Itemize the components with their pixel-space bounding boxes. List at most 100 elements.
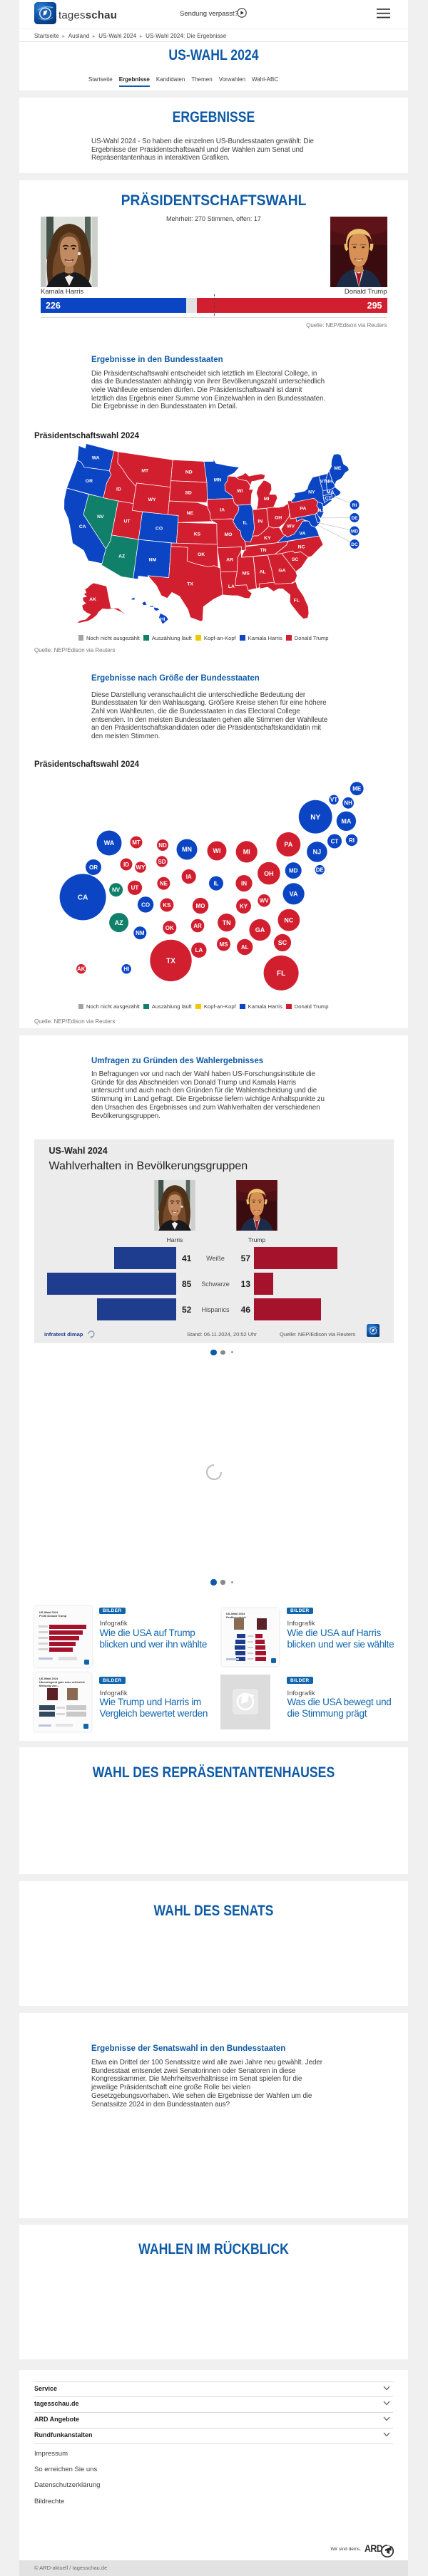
svg-text:WI: WI (213, 847, 221, 854)
svg-text:MA: MA (327, 490, 335, 495)
svg-text:VT: VT (330, 797, 337, 803)
svg-text:MA: MA (341, 818, 351, 825)
svg-text:NC: NC (298, 545, 305, 550)
svg-text:WY: WY (148, 497, 156, 502)
svg-text:AR: AR (193, 923, 202, 929)
svg-text:NY: NY (310, 814, 320, 822)
svg-text:FL: FL (294, 599, 300, 604)
svg-text:GA: GA (278, 569, 285, 574)
svg-text:MS: MS (220, 941, 229, 948)
svg-text:NV: NV (112, 887, 121, 894)
svg-text:NV: NV (97, 514, 104, 519)
svg-text:SD: SD (158, 859, 165, 865)
svg-text:IN: IN (241, 880, 247, 886)
svg-text:OR: OR (86, 479, 93, 484)
svg-text:NH: NH (344, 800, 352, 807)
svg-text:FL: FL (277, 970, 285, 978)
svg-text:IA: IA (186, 874, 192, 880)
svg-text:MD: MD (289, 867, 298, 874)
svg-text:NJ: NJ (313, 849, 322, 856)
svg-text:OK: OK (198, 552, 205, 557)
svg-text:PA: PA (300, 507, 306, 512)
svg-text:AZ: AZ (115, 919, 123, 926)
svg-text:NC: NC (284, 916, 293, 924)
svg-text:GA: GA (255, 926, 265, 933)
svg-text:SC: SC (292, 557, 299, 562)
svg-text:ND: ND (185, 470, 193, 475)
svg-text:KY: KY (240, 903, 248, 909)
svg-text:DE: DE (351, 516, 358, 521)
svg-text:HI: HI (123, 966, 129, 973)
svg-text:OH: OH (275, 515, 282, 520)
svg-text:ND: ND (158, 842, 167, 849)
svg-text:AZ: AZ (118, 554, 125, 559)
svg-text:WA: WA (92, 456, 100, 461)
svg-text:WV: WV (260, 898, 270, 904)
svg-text:TX: TX (166, 958, 175, 966)
svg-text:UT: UT (123, 519, 131, 524)
svg-text:TN: TN (223, 919, 231, 926)
svg-text:ME: ME (352, 786, 362, 792)
svg-text:NH: NH (325, 480, 332, 485)
svg-text:MI: MI (243, 849, 250, 856)
svg-text:DE: DE (316, 867, 325, 873)
svg-text:WA: WA (104, 839, 115, 847)
svg-text:NM: NM (149, 558, 157, 563)
svg-text:MO: MO (225, 532, 233, 537)
svg-text:KY: KY (264, 536, 271, 541)
svg-text:OK: OK (165, 925, 174, 931)
svg-text:SC: SC (278, 939, 287, 946)
svg-text:NE: NE (160, 881, 168, 887)
svg-text:KS: KS (194, 532, 201, 537)
svg-text:MT: MT (132, 839, 141, 846)
svg-text:CT: CT (325, 496, 332, 501)
svg-text:AK: AK (89, 597, 96, 602)
svg-text:AL: AL (241, 944, 249, 951)
svg-text:NE: NE (187, 511, 194, 516)
svg-text:LA: LA (228, 584, 235, 589)
svg-text:IL: IL (243, 520, 248, 525)
svg-text:MD: MD (351, 529, 358, 534)
svg-text:infratest dimap: infratest dimap (44, 1331, 83, 1338)
svg-text:DC: DC (351, 542, 358, 547)
svg-text:SD: SD (185, 491, 192, 496)
svg-text:UT: UT (131, 885, 139, 891)
svg-text:CT: CT (331, 838, 339, 844)
svg-text:CA: CA (79, 524, 86, 529)
svg-text:CO: CO (141, 901, 150, 908)
svg-text:OR: OR (89, 864, 98, 871)
svg-text:NJ: NJ (317, 508, 324, 513)
svg-text:CO: CO (156, 526, 163, 531)
svg-text:WY: WY (136, 864, 146, 871)
svg-text:KS: KS (163, 902, 171, 909)
svg-text:OH: OH (264, 870, 274, 877)
svg-text:ID: ID (116, 487, 121, 492)
svg-text:MI: MI (264, 497, 270, 502)
svg-text:WI: WI (237, 489, 243, 494)
svg-text:VA: VA (299, 532, 305, 537)
svg-text:IN: IN (258, 519, 263, 524)
svg-text:IL: IL (213, 880, 218, 886)
svg-text:ID: ID (123, 862, 129, 868)
svg-text:LA: LA (195, 947, 203, 953)
svg-text:RI: RI (352, 503, 357, 508)
svg-text:HI: HI (160, 617, 165, 622)
svg-text:VT: VT (320, 480, 327, 485)
svg-text:NY: NY (308, 490, 315, 495)
svg-text:RI: RI (349, 837, 355, 844)
svg-text:VA: VA (290, 891, 298, 898)
svg-text:MS: MS (243, 571, 250, 576)
svg-text:NM: NM (136, 930, 145, 936)
svg-text:CA: CA (78, 894, 88, 902)
svg-text:IA: IA (220, 507, 225, 512)
svg-text:AR: AR (226, 557, 233, 562)
svg-text:TX: TX (187, 581, 193, 586)
svg-text:TN: TN (260, 548, 266, 553)
svg-text:AK: AK (77, 966, 86, 973)
svg-text:MO: MO (196, 903, 205, 909)
svg-text:MT: MT (141, 469, 149, 474)
svg-text:PA: PA (284, 841, 292, 848)
svg-text:MN: MN (182, 846, 192, 853)
svg-text:MN: MN (214, 478, 222, 483)
svg-text:AL: AL (260, 570, 266, 575)
